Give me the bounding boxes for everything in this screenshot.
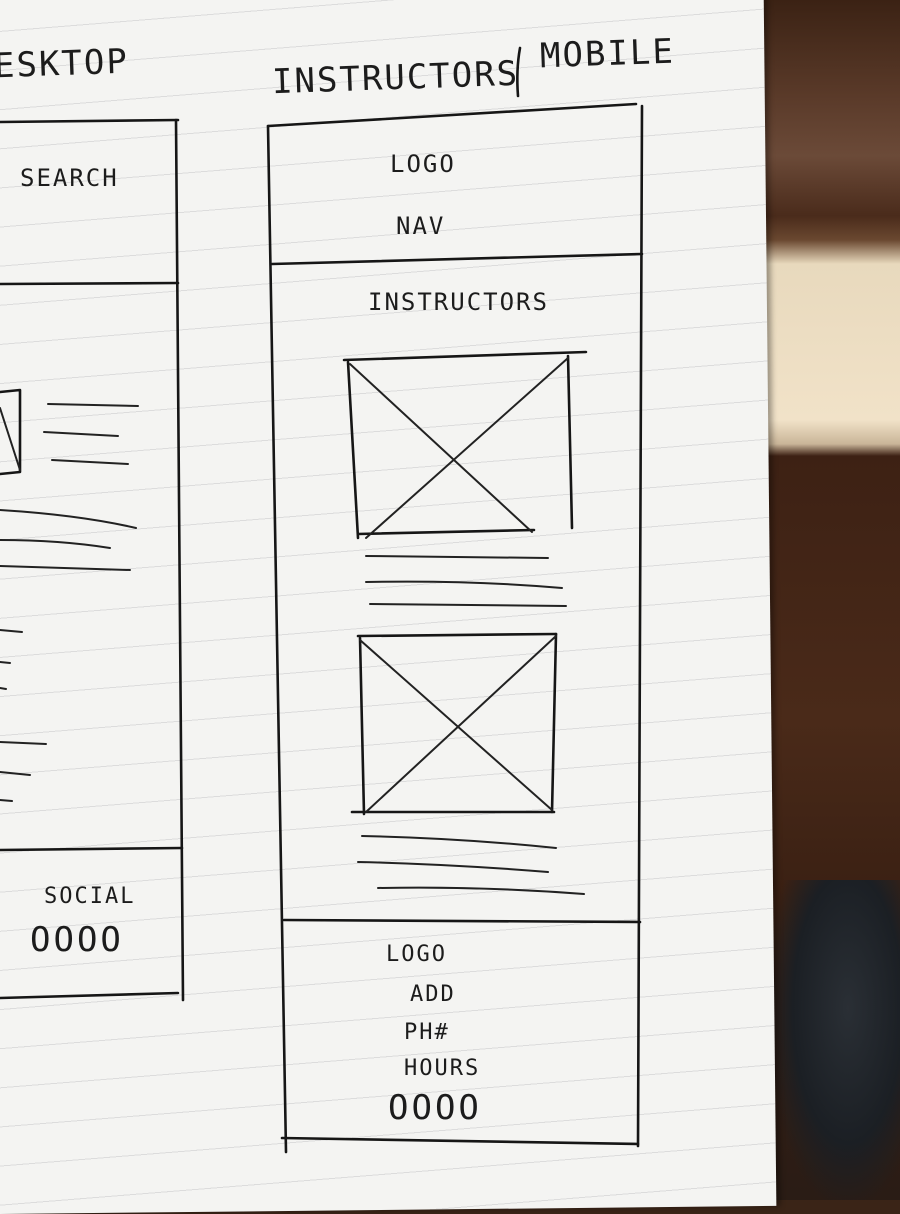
desktop-image-cross bbox=[0, 407, 21, 471]
mobile-bottom-border bbox=[280, 1136, 640, 1146]
image-placeholder-1-cross bbox=[349, 363, 533, 533]
desktop-wireframe bbox=[0, 118, 185, 1002]
image-placeholder-1-top bbox=[342, 350, 588, 362]
mobile-header-divider bbox=[270, 252, 644, 266]
mobile-header-logo: LOGO bbox=[390, 150, 456, 178]
mobile-footer-logo: LOGO bbox=[386, 942, 447, 967]
desktop-text-line bbox=[0, 509, 137, 529]
mobile-footer-phone: PH# bbox=[404, 1020, 450, 1045]
image-placeholder-2-top bbox=[356, 632, 558, 638]
image-placeholder-1-cross bbox=[365, 357, 569, 539]
title-separator-stroke bbox=[516, 46, 522, 98]
mobile-left-border bbox=[266, 124, 288, 1154]
card-2-text-line bbox=[357, 861, 549, 873]
card-1-text-line bbox=[365, 580, 563, 589]
desktop-text-line bbox=[47, 403, 139, 407]
desktop-social-icons: OOOO bbox=[30, 920, 124, 960]
desktop-bottom-border bbox=[0, 991, 180, 1000]
card-2-text-line bbox=[361, 835, 557, 849]
desktop-header-divider bbox=[0, 281, 180, 286]
image-placeholder-1-bottom bbox=[356, 528, 536, 536]
mobile-footer-hours: HOURS bbox=[404, 1056, 481, 1081]
desktop-footer-divider bbox=[0, 846, 184, 852]
desktop-text-line bbox=[0, 565, 131, 571]
floor-shadow bbox=[770, 880, 900, 1200]
card-1-text-line bbox=[365, 555, 549, 559]
desktop-footer-label: SOCIAL bbox=[44, 884, 136, 909]
image-placeholder-2-right bbox=[550, 632, 558, 814]
mobile-footer-divider bbox=[282, 918, 642, 924]
desktop-header-label: SEARCH bbox=[20, 164, 119, 192]
desktop-right-border bbox=[174, 118, 185, 1002]
image-placeholder-2-cross bbox=[359, 639, 553, 811]
desktop-image-placeholder bbox=[0, 388, 22, 476]
desktop-text-line bbox=[43, 431, 119, 437]
card-1-text-line bbox=[369, 603, 567, 607]
image-placeholder-1-left bbox=[346, 360, 360, 540]
mobile-wireframe bbox=[266, 102, 644, 1154]
card-2-text-line bbox=[377, 886, 585, 895]
desktop-text-line bbox=[0, 539, 111, 549]
mobile-footer-address: ADD bbox=[410, 982, 456, 1007]
desktop-text-line bbox=[0, 629, 23, 633]
desktop-text-line bbox=[0, 687, 7, 690]
desktop-text-line bbox=[0, 741, 47, 745]
desktop-text-line bbox=[51, 459, 129, 465]
mobile-title-suffix: MOBILE bbox=[539, 31, 676, 77]
mobile-right-border bbox=[636, 104, 644, 1148]
image-placeholder-2-cross bbox=[365, 635, 557, 813]
desktop-top-border bbox=[0, 118, 180, 124]
image-placeholder-2-left bbox=[358, 636, 366, 816]
mobile-header-nav: NAV bbox=[396, 212, 446, 240]
desktop-text-line bbox=[0, 771, 31, 776]
mobile-footer-social-icons: OOOO bbox=[388, 1088, 482, 1128]
image-placeholder-1-right bbox=[566, 354, 574, 530]
mobile-section-heading: INSTRUCTORS bbox=[368, 288, 549, 316]
mobile-top-border bbox=[266, 102, 638, 128]
desktop-text-line bbox=[0, 661, 11, 664]
desktop-title: ESKTOP bbox=[0, 41, 130, 87]
desktop-text-line bbox=[0, 799, 13, 802]
